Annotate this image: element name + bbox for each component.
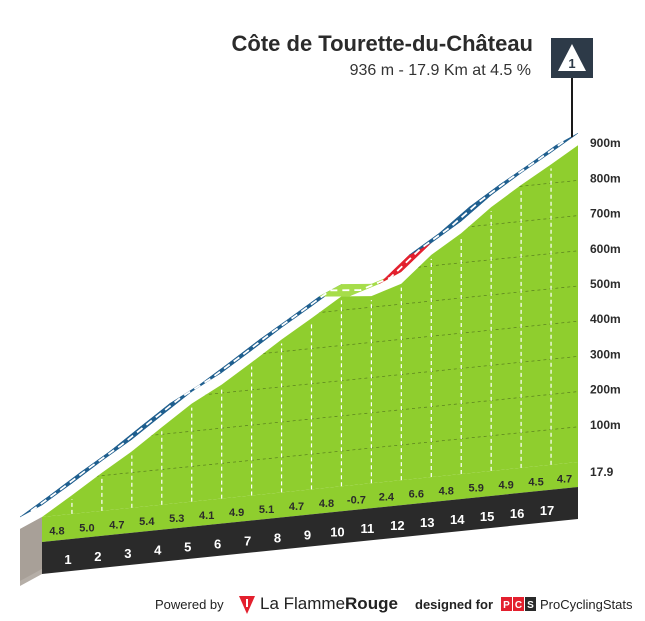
km-number-label: 17 — [540, 503, 554, 518]
elevation-tick-label: 900m — [590, 136, 621, 150]
km-number-label: 2 — [94, 549, 101, 564]
elevation-tick-label: 100m — [590, 418, 621, 432]
gradient-label: 4.7 — [289, 501, 304, 513]
la-flamme-rouge-brand: La FlammeRouge — [260, 594, 398, 614]
gradient-label: 4.8 — [319, 498, 334, 510]
gradient-label: 2.4 — [379, 492, 395, 504]
profile-face — [42, 145, 578, 517]
km-number-label: 3 — [124, 546, 131, 561]
end-km-label: 17.9 — [590, 465, 614, 479]
gradient-label: 4.9 — [498, 479, 513, 491]
km-number-label: 11 — [361, 521, 375, 536]
gradient-label: 4.5 — [528, 476, 543, 488]
road-centre-line — [30, 138, 568, 512]
gradient-label: 5.3 — [169, 513, 184, 525]
elevation-tick-label: 600m — [590, 242, 621, 256]
flame-rouge-icon — [239, 596, 255, 614]
brand-bold-text: Rouge — [345, 594, 398, 613]
km-number-label: 16 — [510, 506, 524, 521]
km-number-label: 7 — [244, 533, 251, 548]
elevation-tick-label: 500m — [590, 277, 621, 291]
elevation-tick-label: 700m — [590, 207, 621, 221]
gradient-label: 5.4 — [139, 516, 155, 528]
elevation-tick-label: 300m — [590, 347, 621, 361]
km-number-label: 8 — [274, 530, 281, 545]
base-dark-strip — [42, 487, 578, 574]
climb-title: Côte de Tourette-du-Château — [231, 31, 533, 56]
elevation-tick-label: 800m — [590, 171, 621, 185]
gradient-label: 4.1 — [199, 510, 214, 522]
summit-marker-label: 1 — [568, 56, 575, 71]
powered-by-text: Powered by — [155, 597, 224, 612]
summit-marker-badge: 1 — [551, 38, 593, 78]
km-number-label: 5 — [184, 540, 191, 555]
km-number-label: 1 — [64, 552, 71, 567]
km-number-label: 9 — [304, 527, 311, 542]
summit-triangle-icon: 1 — [558, 44, 586, 71]
climb-stats: 936 m - 17.9 Km at 4.5 % — [349, 62, 531, 79]
gradient-label: -0.7 — [347, 495, 366, 507]
elevation-tick-label: 400m — [590, 312, 621, 326]
km-number-label: 13 — [420, 515, 434, 530]
km-number-label: 6 — [214, 537, 221, 552]
pcs-logo-p: P — [503, 600, 510, 611]
km-number-label: 14 — [450, 512, 465, 527]
pcs-logo-s: S — [527, 600, 534, 611]
brand-main-text: La Flamme — [260, 594, 346, 613]
km-number-label: 10 — [330, 524, 344, 539]
km-number-label: 12 — [390, 518, 404, 533]
km-number-label: 4 — [154, 543, 162, 558]
gradient-label: 4.7 — [109, 519, 124, 531]
base-green-strip — [42, 462, 578, 542]
gradient-label: 6.6 — [409, 489, 424, 501]
designed-for-text: designed for — [415, 597, 494, 612]
gradient-label: 5.1 — [259, 504, 274, 516]
gradient-label: 4.9 — [229, 507, 244, 519]
pcs-logo-icon: P C S — [501, 597, 536, 611]
procyclingstats-text: ProCyclingStats — [540, 597, 633, 612]
pcs-logo-c: C — [515, 600, 522, 611]
gradient-label: 4.8 — [439, 486, 454, 498]
gradient-label: 4.8 — [49, 525, 64, 537]
gradient-label: 4.7 — [557, 473, 572, 485]
gradient-label: 5.0 — [79, 522, 94, 534]
km-number-label: 15 — [480, 509, 494, 524]
elevation-tick-label: 200m — [590, 383, 621, 397]
base-side-shade — [20, 517, 42, 586]
gradient-label: 5.9 — [469, 482, 484, 494]
grid-line — [42, 145, 578, 201]
